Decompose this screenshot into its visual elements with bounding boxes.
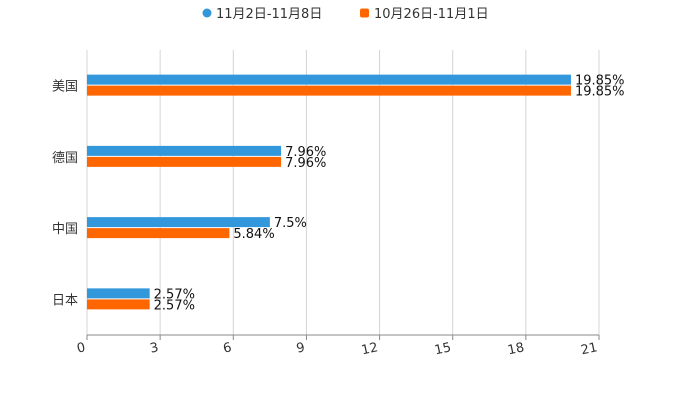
x-tick-label: 6 [222, 340, 233, 356]
y-category-label: 德国 [52, 151, 78, 166]
bar-data-label: 2.57% [154, 298, 195, 313]
bar-previous-week [87, 299, 150, 310]
x-tick-label: 9 [295, 340, 306, 356]
bar-previous-week [87, 156, 282, 167]
y-category-label: 中国 [52, 222, 78, 237]
x-tick-label: 3 [149, 340, 160, 356]
y-category-label: 美国 [52, 80, 78, 95]
bar-current-week [87, 74, 571, 85]
bar-data-label: 2.57% [154, 287, 195, 302]
bar-current-week [87, 217, 270, 228]
bar-data-label: 7.96% [285, 145, 326, 160]
bar-data-label: 7.96% [285, 156, 326, 171]
legend-marker-square-icon [360, 8, 369, 18]
x-tick-label: 0 [76, 340, 87, 356]
bar-data-label: 19.85% [575, 85, 625, 100]
x-tick-label: 18 [506, 340, 525, 358]
x-tick-label: 21 [580, 340, 599, 358]
bar-data-label: 5.84% [233, 227, 274, 242]
bar-current-week [87, 145, 282, 156]
legend-label: 10月26日-11月1日 [374, 7, 489, 22]
y-category-label: 日本 [52, 293, 78, 308]
legend-label: 11月2日-11月8日 [216, 7, 322, 22]
x-tick-label: 15 [433, 340, 452, 358]
bar-data-label: 19.85% [575, 74, 625, 89]
bar-previous-week [87, 85, 571, 96]
bar-previous-week [87, 228, 230, 239]
bar-data-label: 7.5% [274, 216, 307, 231]
legend-marker-circle-icon [202, 8, 212, 18]
x-tick-label: 12 [360, 340, 379, 358]
bar-current-week [87, 288, 150, 299]
